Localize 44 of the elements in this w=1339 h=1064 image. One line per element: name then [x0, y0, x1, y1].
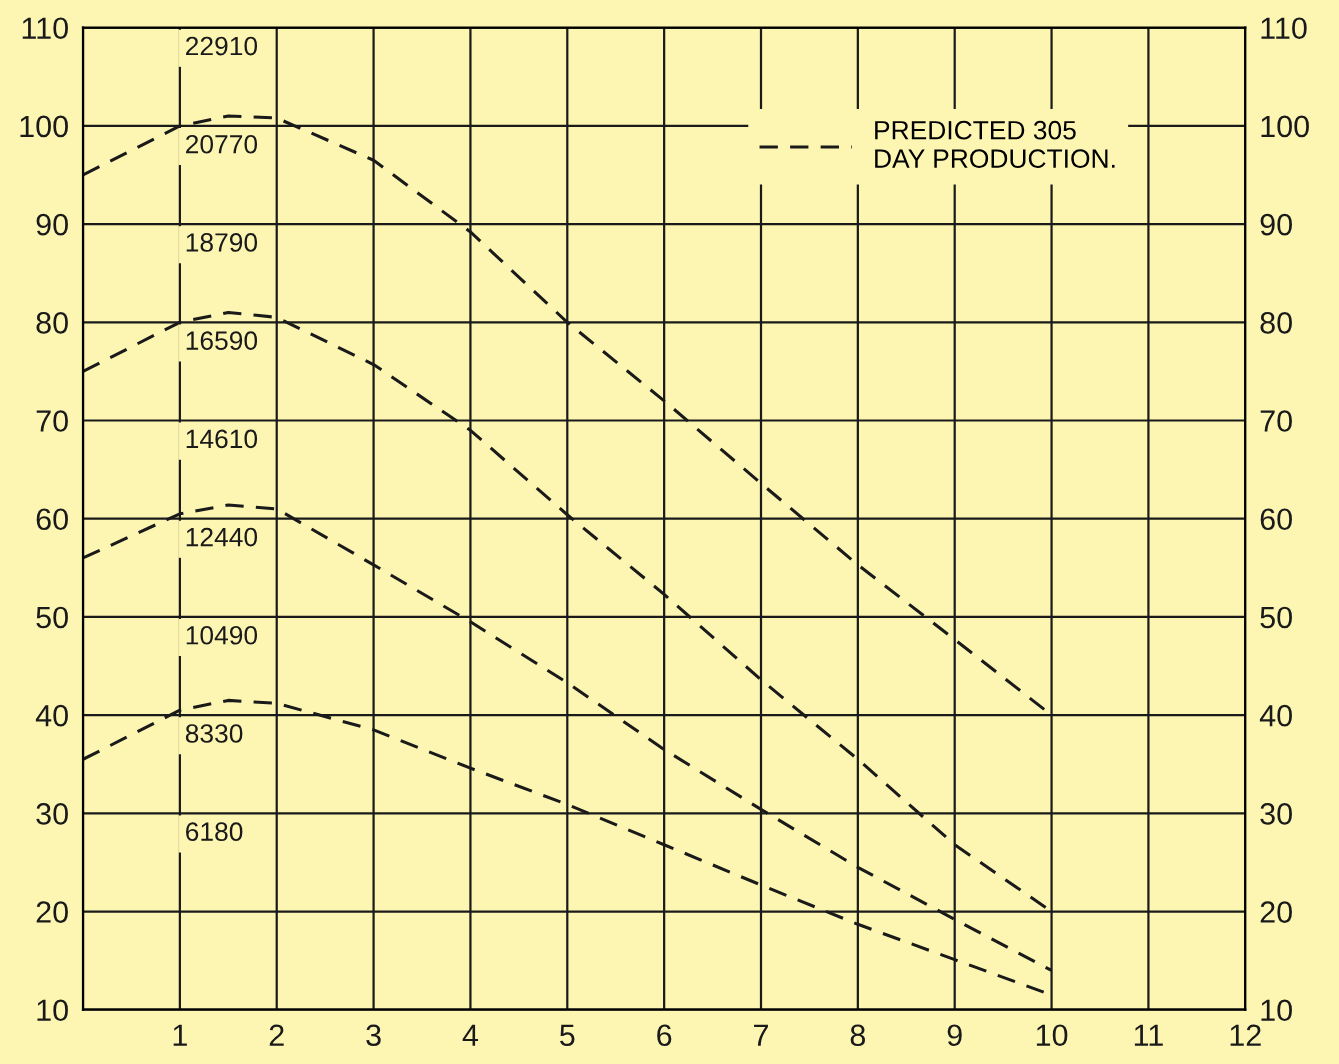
- annotation: 10490: [186, 625, 258, 645]
- annotation: 20770: [186, 134, 258, 154]
- y-tick-label: 100: [20, 115, 68, 138]
- annotation: 14610: [186, 429, 258, 449]
- y2-tick-label: 20: [1260, 901, 1292, 923]
- x-tick-label: 12: [1230, 1024, 1261, 1046]
- y2-tick-label: 40: [1259, 704, 1292, 727]
- x-tick-label: 11: [1134, 1024, 1163, 1046]
- y-tick-label: 90: [36, 213, 68, 236]
- y-tick-label: 30: [36, 803, 68, 825]
- annotation: 8330: [185, 724, 243, 743]
- annotation: 12440: [186, 527, 258, 547]
- y-tick-label: 40: [35, 704, 68, 727]
- y2-tick-label: 50: [1260, 606, 1292, 629]
- annotation: 18790: [186, 233, 258, 252]
- y-tick-label: 110: [22, 17, 68, 40]
- y2-tick-label: 110: [1261, 17, 1307, 40]
- x-tick-label: 6: [657, 1024, 672, 1047]
- annotation: 16590: [186, 331, 258, 350]
- annotation: 6180: [186, 822, 243, 842]
- y-tick-label: 50: [36, 606, 68, 629]
- y2-tick-label: 30: [1260, 803, 1292, 825]
- x-tick-label: 5: [560, 1024, 575, 1047]
- x-tick-label: 1: [173, 1024, 187, 1046]
- y2-tick-label: 90: [1260, 213, 1292, 236]
- y2-tick-label: 10: [1261, 999, 1292, 1022]
- y-tick-label: 10: [37, 999, 68, 1022]
- x-tick-label: 7: [754, 1024, 768, 1046]
- y2-tick-label: 70: [1260, 410, 1292, 432]
- y2-tick-label: 80: [1260, 312, 1292, 334]
- y-tick-label: 80: [36, 312, 68, 334]
- legend-label: PREDICTED 305 DAY PRODUCTION.: [875, 120, 1115, 168]
- x-tick-label: 4: [462, 1024, 479, 1046]
- x-tick-label: 10: [1036, 1024, 1068, 1047]
- y-tick-label: 70: [36, 410, 68, 432]
- x-tick-label: 2: [269, 1024, 284, 1046]
- y2-tick-label: 60: [1260, 508, 1292, 531]
- x-tick-label: 8: [850, 1024, 866, 1047]
- x-tick-label: 3: [366, 1024, 381, 1047]
- x-tick-label: 9: [947, 1024, 962, 1047]
- annotation: 22910: [186, 36, 258, 56]
- y-tick-label: 60: [36, 508, 68, 531]
- y-tick-label: 20: [36, 901, 68, 923]
- y2-tick-label: 100: [1261, 115, 1309, 138]
